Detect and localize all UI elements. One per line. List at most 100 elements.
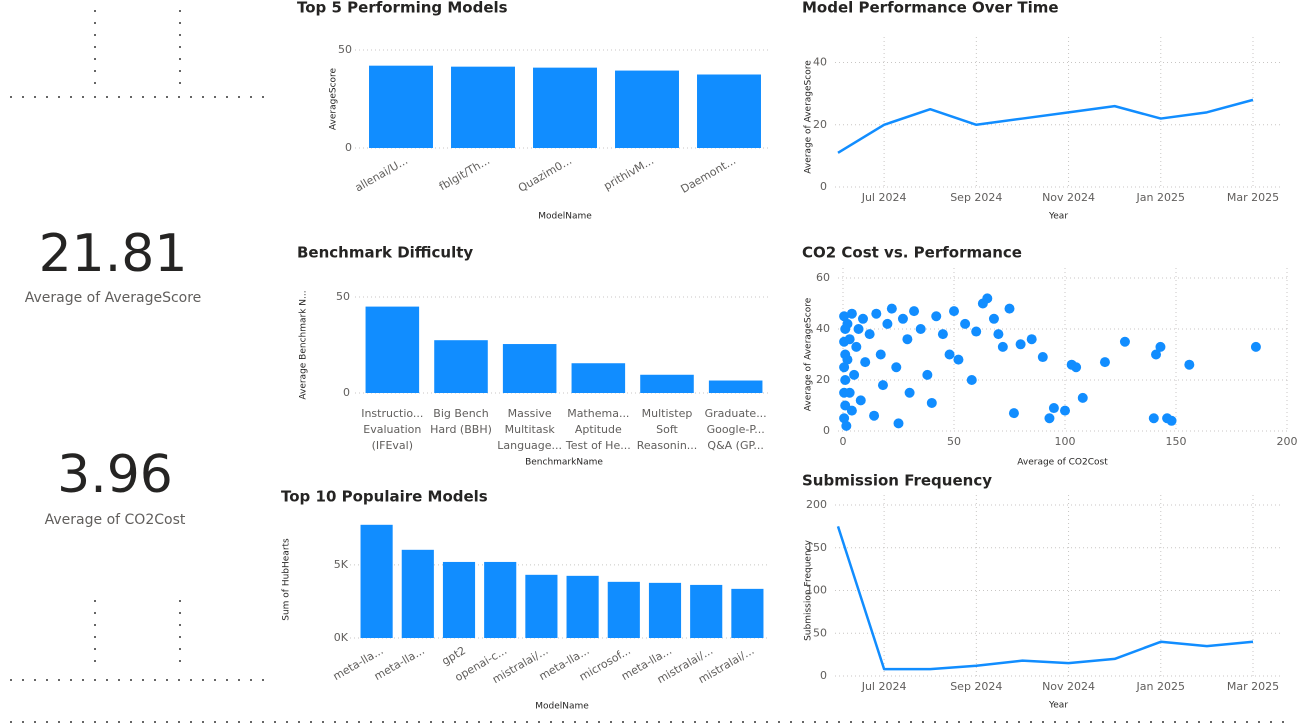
bar [615, 70, 679, 148]
point [886, 303, 897, 314]
x-tick-label: Nov 2024 [1042, 191, 1095, 204]
bar [566, 575, 599, 638]
point [849, 369, 860, 380]
bar [451, 66, 515, 148]
point [882, 318, 893, 329]
kpi-value: 21.81 [39, 224, 188, 284]
y-tick-label: 40 [816, 322, 830, 335]
kpi-value: 3.96 [57, 445, 173, 505]
y-tick-label: 200 [806, 498, 827, 511]
x-axis-title: ModelName [538, 212, 592, 222]
x-tick-label: Google-P... [707, 423, 765, 436]
point [839, 413, 850, 424]
bar [502, 344, 557, 393]
x-tick-label: Quazim0... [516, 154, 574, 195]
y-tick-label: 0 [820, 669, 827, 682]
point [853, 324, 864, 334]
y-tick-label: 60 [816, 271, 830, 284]
bar [442, 561, 476, 638]
bar [525, 574, 558, 638]
point [971, 326, 982, 337]
x-tick-label: Nov 2024 [1042, 680, 1095, 693]
bar [648, 582, 682, 638]
x-axis-title: Year [1048, 701, 1068, 711]
y-axis-title: Average of AverageScore [804, 297, 814, 411]
point [982, 293, 993, 304]
x-tick-label: Massive [508, 407, 552, 420]
point [893, 418, 904, 429]
x-tick-label: Jul 2024 [861, 680, 907, 693]
y-tick-label: 0K [334, 631, 349, 644]
x-tick-label: Daemont... [678, 154, 738, 196]
y-tick-label: 20 [816, 373, 830, 386]
x-tick-label: Instructio... [361, 407, 423, 420]
point [839, 311, 850, 322]
point [904, 387, 915, 398]
point [1166, 415, 1177, 426]
point [1044, 413, 1055, 424]
y-tick-label: 5K [334, 558, 349, 571]
bar [360, 524, 393, 638]
point [1119, 336, 1130, 347]
x-tick-label: Q&A (GP... [707, 439, 763, 452]
x-tick-label: Jul 2024 [861, 191, 907, 204]
x-tick-label: 50 [947, 435, 961, 448]
y-tick-label: 0 [343, 386, 350, 399]
point [897, 313, 908, 324]
bar [434, 340, 488, 393]
kpi-label: Average of CO2Cost [45, 512, 186, 528]
point [1048, 403, 1059, 414]
point [842, 318, 853, 329]
chart-title: Submission Frequency [802, 472, 992, 490]
point [1008, 408, 1019, 419]
point [988, 313, 999, 324]
x-tick-label: Mar 2025 [1227, 191, 1279, 204]
point [1148, 413, 1159, 424]
x-tick-label: Graduate... [705, 407, 767, 420]
bar [731, 588, 764, 638]
y-tick-label: 0 [820, 180, 827, 193]
y-tick-label: 0 [345, 141, 352, 154]
point [909, 306, 920, 317]
x-axis-title: Average of CO2Cost [1017, 458, 1108, 468]
point [846, 405, 857, 416]
x-tick-label: Test of He... [565, 439, 631, 452]
y-axis-title: Average of AverageScore [804, 60, 814, 174]
y-tick-label: 20 [813, 118, 827, 131]
bar [708, 380, 763, 393]
x-tick-label: 0 [840, 435, 847, 448]
bar [369, 65, 433, 148]
x-tick-label: Evaluation [363, 423, 421, 436]
x-tick-label: Jan 2025 [1136, 191, 1185, 204]
point [1026, 334, 1037, 345]
point [1077, 392, 1088, 403]
point [1071, 362, 1082, 373]
x-axis-title: Year [1048, 212, 1068, 222]
point [960, 318, 971, 329]
point [869, 410, 880, 421]
point [993, 329, 1004, 340]
bar [533, 67, 597, 148]
y-axis-title: Submission Frequency [804, 539, 814, 641]
point [949, 306, 959, 317]
chart-title: Top 5 Performing Models [297, 0, 508, 17]
point [1015, 339, 1026, 350]
x-tick-label: Jan 2025 [1136, 680, 1185, 693]
point [997, 341, 1008, 352]
point [857, 313, 868, 324]
x-tick-label: Mar 2025 [1227, 680, 1279, 693]
point [915, 324, 926, 334]
point [1037, 352, 1048, 363]
bar [484, 561, 517, 638]
point [926, 397, 937, 408]
point [839, 362, 850, 373]
point [877, 380, 888, 391]
x-tick-label: Multitask [505, 423, 556, 436]
point [1155, 341, 1166, 352]
point [1004, 303, 1015, 314]
y-tick-label: 50 [813, 626, 827, 639]
point [851, 341, 862, 352]
y-tick-label: 0 [823, 424, 830, 437]
point [860, 357, 871, 368]
x-tick-label: 200 [1277, 435, 1298, 448]
